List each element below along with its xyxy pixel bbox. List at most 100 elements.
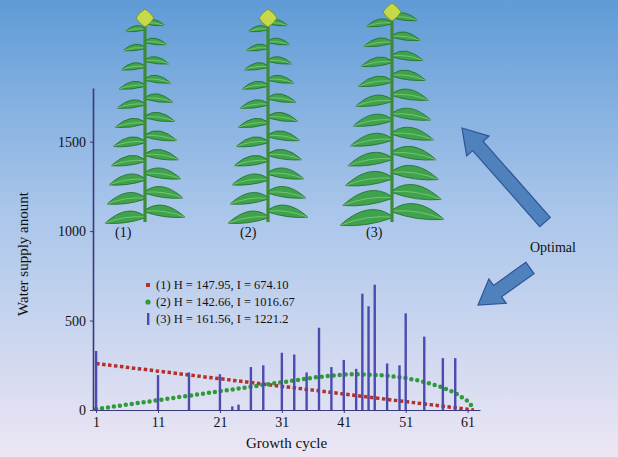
y-tick-mark	[90, 410, 93, 411]
leaf-vein	[343, 197, 392, 205]
leaf	[246, 44, 268, 51]
leaf	[145, 75, 171, 83]
plot-area	[95, 285, 474, 410]
bar	[157, 375, 159, 410]
leaf-vein	[392, 211, 444, 220]
leaf	[348, 152, 392, 166]
x-tick-label: 61	[461, 415, 475, 430]
leaf-vein	[115, 123, 145, 128]
bar	[367, 306, 369, 410]
leaf	[268, 205, 308, 217]
chart-container: 1112131415161050010001500Growth cycleWat…	[0, 0, 618, 457]
x-tick: 1	[93, 410, 100, 430]
x-tick-mark	[406, 410, 407, 413]
y-tick-label: 500	[65, 314, 86, 329]
bar-series	[95, 285, 457, 410]
y-tick-mark	[90, 142, 93, 143]
legend-marker	[147, 313, 149, 325]
leaf	[268, 112, 298, 121]
leaf	[105, 211, 145, 223]
leaf	[119, 81, 145, 89]
stem	[266, 16, 269, 222]
legend-label: (1) H = 147.95, I = 674.10	[156, 278, 289, 292]
flower-head	[259, 9, 277, 27]
leaf	[234, 155, 268, 166]
stem	[390, 10, 393, 222]
plant-label: (2)	[240, 225, 257, 241]
x-tick-mark	[468, 410, 469, 413]
leaf-vein	[109, 179, 145, 185]
y-tick-label: 1000	[58, 224, 86, 239]
leaf-vein	[232, 179, 268, 185]
y-tick-label: 0	[79, 403, 86, 418]
leaf	[117, 100, 145, 109]
leaf-vein	[356, 100, 392, 106]
leaf	[340, 210, 392, 226]
leaf	[121, 63, 145, 71]
leaf-vein	[244, 66, 268, 70]
leaf-vein	[392, 75, 426, 80]
leaf-vein	[268, 79, 294, 83]
leaf	[109, 174, 145, 185]
leaf	[240, 100, 268, 109]
leaf-vein	[248, 29, 268, 32]
leaf	[343, 190, 392, 205]
leaf-vein	[145, 154, 179, 159]
x-tick: 51	[399, 410, 413, 430]
leaf	[145, 149, 179, 160]
leaf-vein	[121, 66, 145, 70]
leaf-vein	[145, 192, 183, 198]
leaf	[268, 75, 294, 83]
leaf-vein	[392, 114, 431, 120]
leaf	[268, 186, 306, 198]
leaf-vein	[392, 191, 441, 199]
leaf	[392, 165, 439, 180]
leaf	[145, 57, 169, 65]
leaf	[366, 19, 392, 27]
bar	[250, 367, 252, 410]
bar	[404, 313, 406, 410]
bar	[262, 365, 264, 410]
plant-1	[105, 9, 185, 224]
y-tick: 500	[65, 314, 93, 329]
leaf-vein	[123, 47, 145, 50]
leaf-vein	[234, 160, 268, 165]
leaf-vein	[238, 123, 268, 128]
bar	[188, 372, 190, 410]
leaf	[363, 38, 392, 47]
bar	[237, 405, 239, 410]
arrow	[478, 262, 534, 305]
leaf-vein	[119, 85, 145, 89]
legend-item: (3) H = 161.56, I = 1221.2	[147, 312, 289, 326]
leaf-vein	[125, 29, 145, 32]
line-series	[96, 363, 474, 410]
leaf-vein	[392, 55, 423, 60]
bar	[305, 372, 307, 410]
leaf-vein	[145, 60, 169, 64]
leaf-vein	[268, 60, 292, 64]
leaf-vein	[105, 217, 145, 224]
leaf-vein	[366, 23, 392, 27]
bar	[454, 358, 456, 410]
bar	[231, 406, 233, 410]
x-tick-mark	[220, 410, 221, 413]
x-axis: 1112131415161	[93, 410, 480, 430]
leaf	[268, 149, 302, 160]
bar	[343, 360, 345, 410]
leaf	[392, 89, 428, 100]
x-tick-mark	[282, 410, 283, 413]
y-tick-label: 1500	[58, 135, 86, 150]
leaf-vein	[350, 139, 392, 146]
y-tick: 1000	[58, 224, 93, 239]
x-tick-label: 41	[337, 415, 351, 430]
leaf	[145, 38, 167, 45]
leaf	[125, 26, 145, 32]
x-tick: 31	[275, 410, 289, 430]
leaf	[145, 205, 185, 217]
arrow	[462, 128, 550, 227]
leaf	[356, 95, 392, 106]
leaf	[268, 38, 290, 45]
x-tick: 41	[337, 410, 351, 430]
bar	[219, 374, 221, 410]
leaf	[248, 26, 268, 32]
